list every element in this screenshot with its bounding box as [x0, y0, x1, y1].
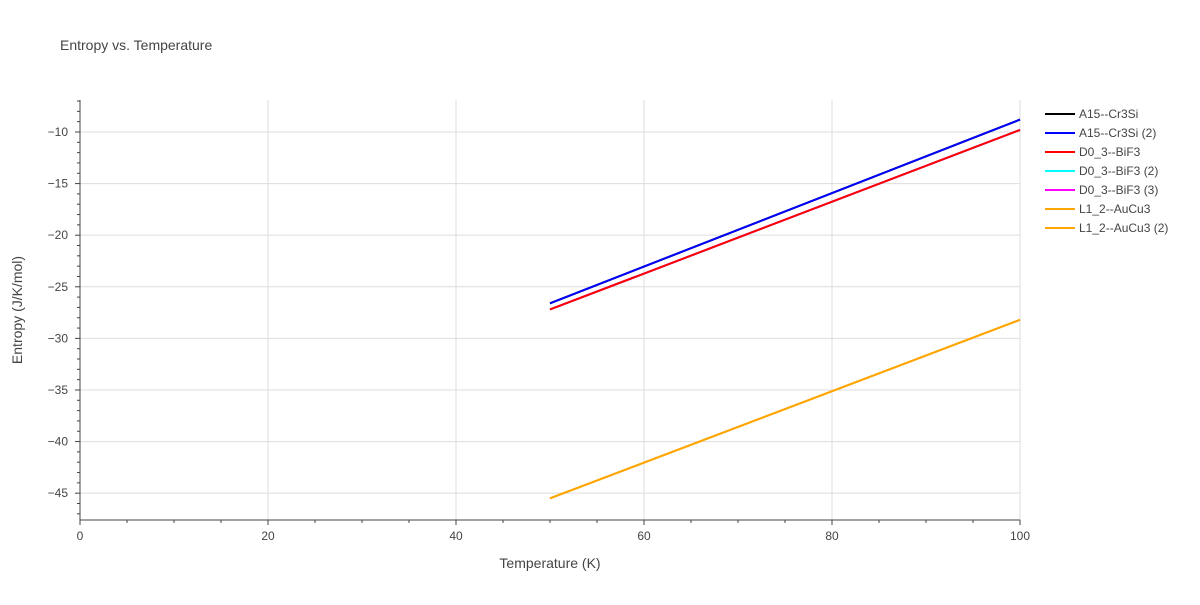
legend-label: D0_3--BiF3 (2) — [1079, 164, 1158, 178]
legend[interactable]: A15--Cr3Si A15--Cr3Si (2) D0_3--BiF3 D0_3--… — [1045, 107, 1168, 235]
legend-label: A15--Cr3Si (2) — [1079, 126, 1156, 140]
legend-item[interactable]: A15--Cr3Si — [1045, 107, 1138, 121]
legend-label: L1_2--AuCu3 — [1079, 202, 1151, 216]
series-layer — [549, 118, 1021, 500]
y-tick-label: −10 — [48, 125, 69, 139]
legend-label: A15--Cr3Si — [1079, 107, 1138, 121]
y-tick-label: −45 — [48, 486, 69, 500]
y-tick-label: −30 — [48, 331, 69, 345]
x-tick-label: 40 — [449, 529, 463, 543]
legend-item[interactable]: L1_2--AuCu3 — [1045, 202, 1151, 216]
x-tick-label: 0 — [77, 529, 84, 543]
legend-label: D0_3--BiF3 (3) — [1079, 183, 1158, 197]
y-axis-title: Entropy (J/K/mol) — [9, 256, 25, 364]
chart-title: Entropy vs. Temperature — [60, 37, 212, 53]
legend-item[interactable]: A15--Cr3Si (2) — [1045, 126, 1156, 140]
legend-label: D0_3--BiF3 — [1079, 145, 1141, 159]
x-axis-title: Temperature (K) — [499, 555, 600, 571]
legend-item[interactable]: D0_3--BiF3 — [1045, 145, 1141, 159]
y-tick-label: −40 — [48, 435, 69, 449]
y-tick-label: −15 — [48, 177, 69, 191]
series-line-2 — [549, 128, 1021, 311]
x-tick-label: 100 — [1010, 529, 1030, 543]
legend-label: L1_2--AuCu3 (2) — [1079, 221, 1168, 235]
y-tick-label: −35 — [48, 383, 69, 397]
x-tick-label: 20 — [261, 529, 275, 543]
x-tick-label: 80 — [825, 529, 839, 543]
x-tick-label: 60 — [637, 529, 651, 543]
series-line-5 — [549, 318, 1021, 500]
legend-item[interactable]: L1_2--AuCu3 (2) — [1045, 221, 1168, 235]
series-line-1 — [549, 118, 1021, 305]
legend-item[interactable]: D0_3--BiF3 (2) — [1045, 164, 1158, 178]
y-tick-label: −25 — [48, 280, 69, 294]
legend-item[interactable]: D0_3--BiF3 (3) — [1045, 183, 1158, 197]
y-tick-label: −20 — [48, 228, 69, 242]
grid-layer — [80, 100, 1021, 520]
axis-layer: 0 20 40 60 80 100 −45 −40 −35 −30 −25 −20 −15 −10 — [48, 100, 1030, 543]
